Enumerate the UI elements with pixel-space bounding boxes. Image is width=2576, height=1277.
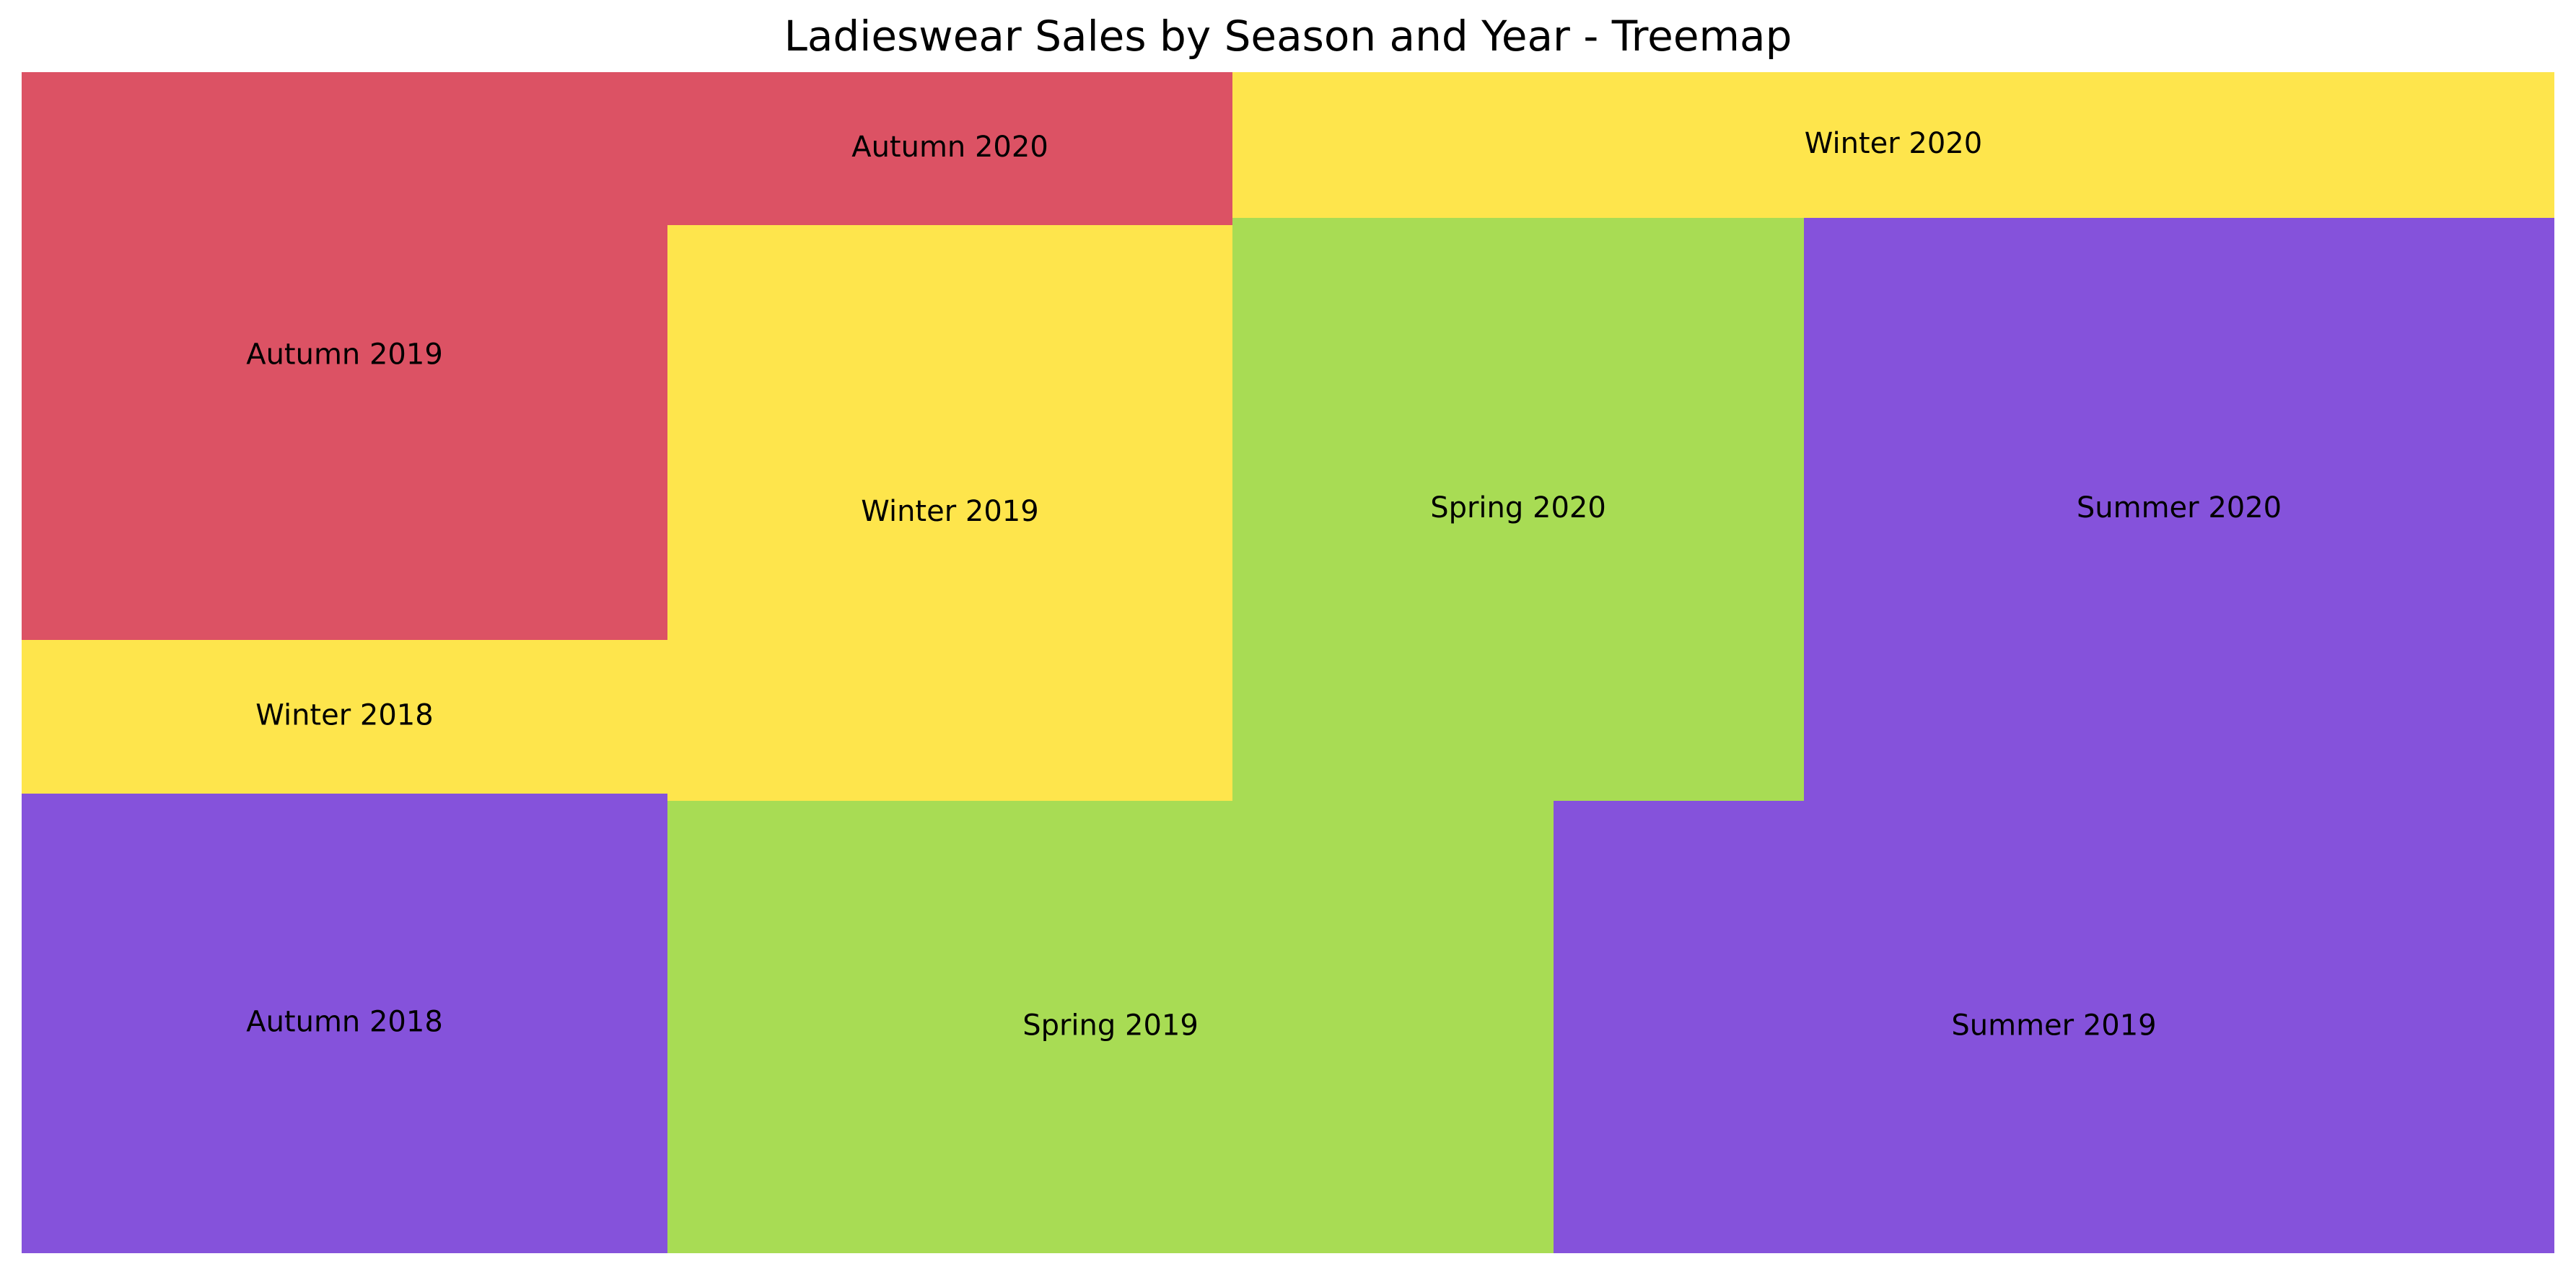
- treemap-label-winter-2020: Winter 2020: [1805, 127, 1982, 160]
- treemap-cell-autumn-2018: [22, 794, 667, 1253]
- treemap-label-spring-2020: Spring 2020: [1430, 491, 1606, 525]
- treemap-label-spring-2019: Spring 2019: [1022, 1009, 1199, 1043]
- treemap-cell-summer-2019: [1554, 801, 2554, 1253]
- treemap-cell-autumn-2020: [667, 72, 1232, 225]
- treemap-cell-summer-2020: [1804, 218, 2554, 801]
- treemap-label-autumn-2018: Autumn 2018: [246, 1006, 443, 1039]
- treemap-label-autumn-2019: Autumn 2019: [246, 338, 443, 372]
- treemap-label-winter-2018: Winter 2018: [255, 699, 433, 732]
- treemap-label-winter-2019: Winter 2019: [861, 495, 1038, 528]
- treemap-label-summer-2020: Summer 2020: [2077, 491, 2282, 525]
- treemap-cell-winter-2018: [22, 640, 667, 794]
- treemap-cell-spring-2019: [667, 801, 1554, 1253]
- treemap-cells: Autumn 2018 Winter 2018 Autumn 2019 Spring …: [22, 72, 2554, 1253]
- chart-title: Ladieswear Sales by Season and Year - Tr…: [784, 12, 1792, 61]
- treemap-label-autumn-2020: Autumn 2020: [851, 131, 1048, 164]
- treemap-cell-winter-2019: [667, 225, 1232, 801]
- treemap-label-summer-2019: Summer 2019: [1951, 1009, 2156, 1043]
- treemap-cell-spring-2020: [1232, 218, 1804, 801]
- treemap-cell-winter-2020: [1232, 72, 2554, 218]
- treemap-cell-autumn-2019: [22, 72, 667, 640]
